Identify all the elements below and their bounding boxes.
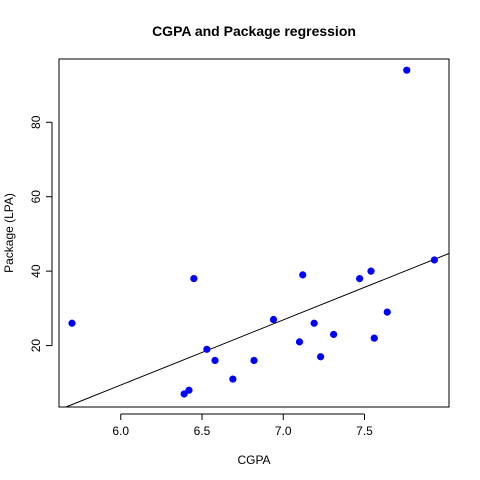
- data-point: [383, 308, 391, 316]
- y-tick-label: 60: [29, 190, 43, 204]
- data-point: [403, 66, 411, 74]
- y-tick-label: 80: [29, 115, 43, 129]
- x-tick-label: 7.5: [356, 424, 373, 438]
- y-axis: 20 40 60 80: [29, 115, 53, 353]
- data-point: [330, 330, 338, 339]
- data-points-layer: [68, 66, 438, 398]
- data-point: [367, 267, 375, 275]
- data-point: [229, 375, 237, 383]
- y-axis-label: Package (LPA): [2, 193, 16, 273]
- data-point: [430, 256, 438, 264]
- x-axis-label: CGPA: [237, 453, 270, 467]
- plot-area-frame: [58, 58, 450, 408]
- regression-line-layer: [65, 253, 450, 408]
- data-point: [317, 353, 325, 361]
- data-point: [203, 345, 211, 353]
- x-tick-label: 6.5: [194, 424, 211, 438]
- data-point: [190, 274, 198, 283]
- chart-title: CGPA and Package regression: [152, 23, 356, 39]
- y-tick-label: 40: [29, 264, 43, 278]
- x-axis: 6.0 6.5 7.0 7.5: [112, 413, 373, 438]
- data-point: [295, 338, 304, 346]
- data-point: [370, 334, 378, 342]
- data-point: [250, 356, 258, 365]
- data-point: [269, 315, 278, 324]
- data-point: [356, 274, 364, 283]
- x-tick-label: 6.0: [112, 424, 129, 438]
- x-tick-label: 7.0: [275, 424, 292, 438]
- data-point: [299, 271, 307, 279]
- y-tick-label: 20: [29, 339, 43, 353]
- data-point: [211, 356, 219, 365]
- data-point: [68, 319, 76, 327]
- data-point: [185, 386, 193, 394]
- data-point: [180, 390, 188, 398]
- regression-line: [65, 253, 450, 408]
- data-point: [310, 319, 318, 327]
